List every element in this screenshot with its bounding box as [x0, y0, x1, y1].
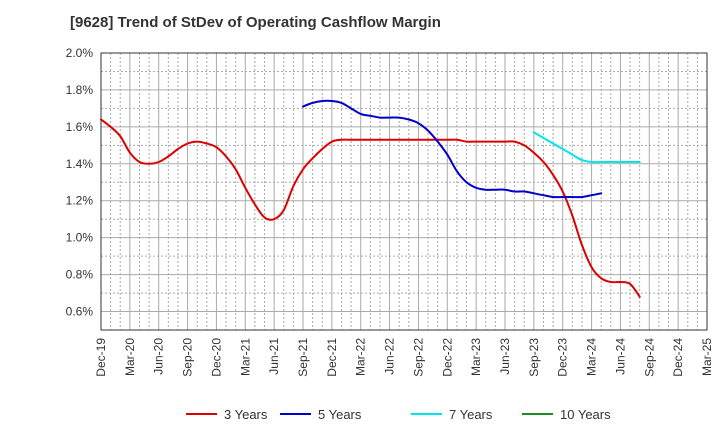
series-line-5-years [302, 99, 603, 199]
x-tick-label: Jun-20 [152, 338, 166, 375]
plot-frame [100, 52, 708, 331]
x-tick-label: Mar-24 [585, 338, 599, 376]
series-line-7-years [532, 131, 641, 164]
x-tick-label: Mar-22 [354, 338, 368, 376]
y-tick-label: 1.0% [66, 231, 94, 245]
x-tick-label: Mar-20 [123, 338, 137, 376]
legend-label-3-years: 3 Years [224, 407, 268, 422]
x-tick-label: Sep-23 [527, 338, 541, 377]
x-tick-label: Sep-21 [296, 338, 310, 377]
y-tick-label: 0.8% [66, 268, 94, 282]
x-tick-label: Dec-20 [209, 338, 223, 377]
y-tick-label: 1.4% [66, 157, 94, 171]
legend-label-5-years: 5 Years [318, 407, 362, 422]
x-tick-label: Sep-22 [411, 338, 425, 377]
x-tick-label: Jun-21 [267, 338, 281, 375]
y-tick-label: 2.0% [66, 46, 94, 60]
legend-label-7-years: 7 Years [449, 407, 493, 422]
x-tick-label: Jun-22 [383, 338, 397, 375]
y-tick-label: 1.6% [66, 120, 94, 134]
chart-title: [9628] Trend of StDev of Operating Cashf… [70, 14, 441, 31]
x-tick-label: Sep-24 [642, 338, 656, 377]
y-tick-label: 1.8% [66, 83, 94, 97]
x-tick-label: Sep-20 [181, 338, 195, 377]
x-tick-label: Dec-24 [671, 338, 685, 377]
y-tick-label: 0.6% [66, 305, 94, 319]
x-tick-label: Jun-24 [613, 338, 627, 375]
x-tick-label: Dec-21 [325, 338, 339, 377]
legend-label-10-years: 10 Years [560, 407, 611, 422]
x-tick-label: Mar-25 [700, 338, 714, 376]
x-tick-label: Mar-23 [469, 338, 483, 376]
x-tick-label: Dec-23 [556, 338, 570, 377]
y-tick-label: 1.2% [66, 194, 94, 208]
x-tick-label: Mar-21 [238, 338, 252, 376]
series-line-3-years [100, 118, 641, 298]
x-tick-label: Dec-19 [94, 338, 108, 377]
x-tick-label: Dec-22 [440, 338, 454, 377]
plot-background [101, 53, 707, 330]
x-tick-label: Jun-23 [498, 338, 512, 375]
